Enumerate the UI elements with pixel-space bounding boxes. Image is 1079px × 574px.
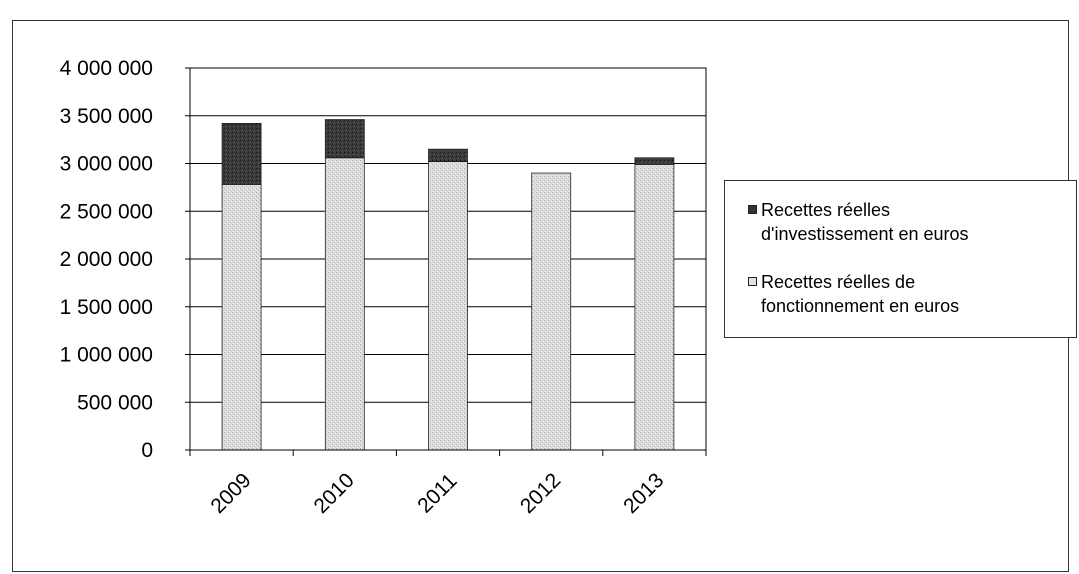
bar-fonctionnement-2012	[531, 172, 572, 451]
y-tick-label: 2 000 000	[60, 248, 153, 271]
legend-swatch-investissement	[748, 205, 757, 214]
legend-label-investissement-line1: Recettes réelles	[761, 200, 891, 220]
y-tick-label: 0	[141, 439, 153, 462]
y-tick-label: 3 500 000	[60, 105, 153, 128]
bar-investissement-2009	[221, 122, 262, 185]
bar-fonctionnement-2010	[324, 157, 365, 451]
y-tick-label: 1 000 000	[60, 344, 153, 367]
chart-legend: Recettes réelles d'investissement en eur…	[724, 180, 1077, 338]
x-tick-label-2012: 2012	[516, 469, 565, 518]
y-tick-label: 2 500 000	[60, 200, 153, 223]
legend-item-investissement: Recettes réelles d'investissement en eur…	[748, 198, 1011, 246]
y-tick-label: 500 000	[77, 391, 153, 414]
legend-label-investissement-line2: d'investissement en euros	[761, 224, 969, 244]
x-tick-label-2009: 2009	[206, 469, 255, 518]
bars	[221, 119, 675, 451]
x-tick-label-2011: 2011	[413, 469, 461, 517]
bar-investissement-2010	[324, 119, 365, 159]
x-tick-label-2013: 2013	[619, 469, 668, 518]
y-tick-label: 3 000 000	[60, 153, 153, 176]
legend-item-fonctionnement: Recettes réelles de fonctionnement en eu…	[748, 270, 1011, 318]
bar-investissement-2011	[428, 148, 468, 162]
bar-investissement-2013	[634, 157, 675, 165]
legend-swatch-fonctionnement	[748, 277, 757, 286]
bar-fonctionnement-2013	[634, 164, 675, 451]
x-tick-label-2010: 2010	[310, 469, 359, 518]
legend-label-fonctionnement-line2: fonctionnement en euros	[761, 296, 960, 316]
axes	[185, 67, 707, 456]
bar-fonctionnement-2011	[428, 161, 468, 451]
y-tick-label: 4 000 000	[60, 57, 153, 80]
y-tick-label: 1 500 000	[60, 296, 153, 319]
bar-fonctionnement-2009	[221, 184, 262, 451]
legend-label-fonctionnement-line1: Recettes réelles de	[761, 272, 916, 292]
